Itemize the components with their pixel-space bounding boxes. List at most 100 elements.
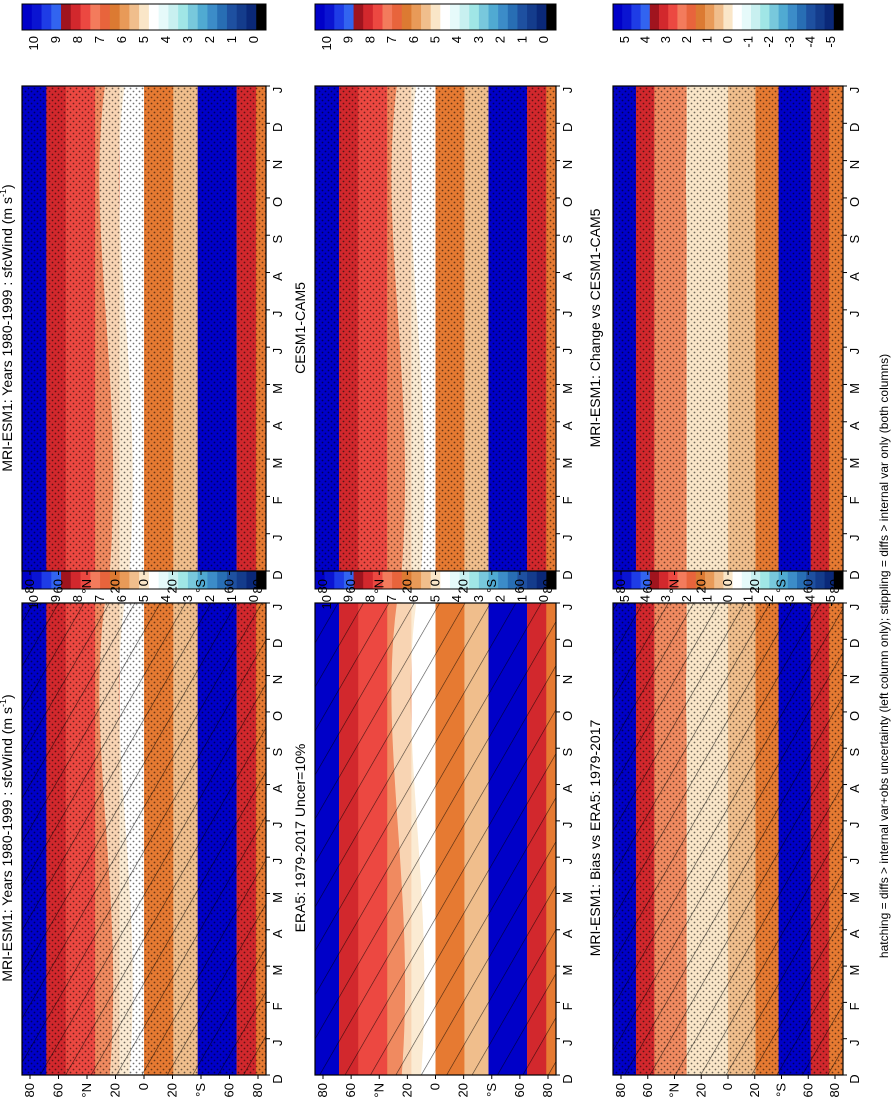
x-tick-label: A: [847, 784, 862, 793]
x-tick-label: A: [560, 784, 575, 793]
colorbar-frame: [612, 3, 844, 31]
x-tick-label: N: [847, 675, 862, 684]
colorbar-swatch: [246, 563, 257, 589]
colorbar-label: 0: [246, 595, 261, 602]
colorbar-swatch: [760, 563, 770, 589]
colorbar-swatch: [769, 563, 780, 589]
x-tick-label: J: [270, 822, 285, 829]
colorbar-swatch: [668, 563, 678, 589]
y-tick-label: 60: [640, 1083, 655, 1097]
colorbar-swatch: [363, 4, 374, 30]
colorbar-swatch: [51, 563, 62, 589]
y-tick-label: 0: [428, 1083, 443, 1090]
colorbar-swatch: [613, 4, 623, 30]
colorbar-swatch: [507, 563, 518, 589]
colorbar-swatch: [41, 4, 52, 30]
x-tick-label: M: [847, 458, 862, 469]
x-tick-label: J: [847, 604, 862, 611]
x-tick-label: S: [270, 235, 285, 244]
colorbar-swatch: [401, 563, 412, 589]
y-tick-label: °S: [193, 1083, 208, 1097]
colorbar-label: 6: [406, 36, 421, 43]
colorbar-swatch: [705, 563, 715, 589]
x-tick-label: M: [270, 458, 285, 469]
colorbar-swatch: [527, 4, 538, 30]
colorbar-swatch: [695, 4, 706, 30]
colorbar-label: 8: [70, 36, 85, 43]
colorbar-label: 7: [384, 36, 399, 43]
colorbar-swatch: [324, 563, 335, 589]
colorbar-swatch: [372, 4, 383, 30]
colorbar-swatch: [449, 4, 461, 30]
y-tick-label: °N: [79, 1083, 94, 1097]
colorbar-swatch: [61, 4, 72, 30]
colorbar-swatch: [797, 4, 807, 30]
x-tick-label: M: [847, 965, 862, 976]
x-tick-label: J: [270, 534, 285, 541]
colorbar-swatch: [139, 4, 150, 30]
colorbar-swatch: [100, 4, 111, 30]
x-tick-label: D: [560, 639, 575, 648]
x-tick-label: M: [270, 892, 285, 903]
y-tick-label: °S: [774, 1083, 789, 1097]
colorbar-swatch: [51, 4, 62, 30]
colorbar-swatch: [109, 4, 121, 30]
colorbar-swatch: [488, 563, 499, 589]
colorbar-swatch: [440, 563, 451, 589]
colorbar-swatch: [168, 4, 179, 30]
colorbar-label: 1: [699, 595, 714, 602]
colorbar-swatch: [714, 4, 724, 30]
x-tick-label: J: [560, 822, 575, 829]
x-tick-label: D: [560, 570, 575, 579]
colorbar-label: 4: [158, 595, 173, 602]
y-tick-label: 60: [51, 579, 66, 593]
colorbar-swatch: [421, 4, 432, 30]
colorbar-swatch: [421, 563, 432, 589]
y-tick-label: 60: [512, 579, 527, 593]
colorbar-swatch: [769, 4, 780, 30]
x-tick-label: A: [560, 272, 575, 281]
colorbar-swatch: [334, 563, 345, 589]
y-tick-label: 20: [165, 1083, 180, 1097]
colorbar-swatch: [246, 4, 257, 30]
colorbar-swatch: [148, 4, 160, 30]
colorbar-label: 2: [493, 36, 508, 43]
x-tick-label: D: [847, 639, 862, 648]
colorbar-swatch: [90, 563, 101, 589]
x-tick-label: M: [560, 965, 575, 976]
colorbar-swatch: [430, 563, 441, 589]
colorbar-swatch: [197, 4, 208, 30]
y-tick-label: 20: [693, 1083, 708, 1097]
colorbar-swatch: [714, 563, 724, 589]
y-tick-label: 0: [136, 1083, 151, 1090]
x-tick-label: N: [560, 675, 575, 684]
y-tick-label: 20: [456, 579, 471, 593]
colorbar-label: 10: [319, 36, 334, 50]
x-tick-label: J: [847, 87, 862, 94]
colorbar-label: 2: [493, 595, 508, 602]
y-tick-label: 60: [343, 579, 358, 593]
colorbar-swatch: [236, 4, 247, 30]
colorbar-swatch: [401, 4, 412, 30]
x-tick-label: A: [270, 421, 285, 430]
y-tick-label: 80: [250, 1083, 265, 1097]
colorbar-label: 2: [679, 595, 694, 602]
colorbar-swatch: [459, 4, 470, 30]
x-tick-label: M: [847, 892, 862, 903]
colorbar-label: -2: [761, 36, 776, 48]
y-tick-label: °N: [371, 1083, 386, 1097]
y-tick-label: 60: [800, 1083, 815, 1097]
colorbar-swatch: [723, 563, 734, 589]
x-tick-label: J: [847, 348, 862, 355]
colorbar-label: -5: [823, 36, 838, 48]
colorbar-swatch: [353, 563, 364, 589]
x-tick-label: A: [270, 272, 285, 281]
colorbar-swatch: [382, 563, 393, 589]
colorbar-swatch: [187, 4, 199, 30]
colorbar-swatch: [256, 4, 267, 30]
colorbar-label: -3: [782, 36, 797, 48]
colorbar-label: 6: [114, 595, 129, 602]
x-tick-label: M: [270, 383, 285, 394]
